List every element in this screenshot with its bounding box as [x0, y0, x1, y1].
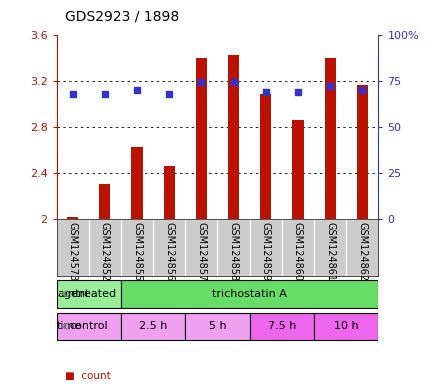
Bar [121, 219, 153, 276]
Bar [217, 219, 249, 276]
Bar [324, 58, 335, 219]
Bar [67, 217, 78, 219]
Text: GSM124858: GSM124858 [228, 222, 238, 281]
Bar [313, 219, 345, 276]
Text: GDS2923 / 1898: GDS2923 / 1898 [65, 9, 179, 23]
Text: 2.5 h: 2.5 h [138, 321, 167, 331]
Text: agent: agent [57, 289, 89, 299]
Text: GSM124573: GSM124573 [68, 222, 77, 281]
Bar [281, 219, 313, 276]
Bar [163, 166, 174, 219]
Text: control: control [69, 321, 108, 331]
Bar [56, 219, 89, 276]
Text: untreated: untreated [61, 289, 116, 299]
Text: GSM124857: GSM124857 [196, 222, 206, 281]
Bar [185, 313, 249, 340]
Text: 5 h: 5 h [208, 321, 226, 331]
Bar [131, 147, 142, 219]
Bar [153, 219, 185, 276]
Bar [195, 58, 207, 219]
Text: GSM124856: GSM124856 [164, 222, 174, 281]
Text: GSM124862: GSM124862 [357, 222, 366, 281]
Bar [249, 219, 281, 276]
Bar [56, 313, 121, 340]
Bar [313, 313, 378, 340]
Bar [249, 313, 313, 340]
Bar [260, 94, 271, 219]
Bar [121, 313, 185, 340]
Text: 7.5 h: 7.5 h [267, 321, 296, 331]
Text: 10 h: 10 h [333, 321, 358, 331]
Bar [185, 219, 217, 276]
Bar [227, 55, 239, 219]
Text: GSM124861: GSM124861 [325, 222, 334, 281]
Bar [345, 219, 378, 276]
Text: GSM124855: GSM124855 [132, 222, 141, 281]
Bar [89, 219, 121, 276]
Bar [121, 280, 378, 308]
Bar [356, 85, 367, 219]
Text: GSM124859: GSM124859 [260, 222, 270, 281]
Text: ■  count: ■ count [65, 371, 111, 381]
Text: GSM124860: GSM124860 [293, 222, 302, 281]
Text: GSM124852: GSM124852 [100, 222, 109, 281]
Text: time: time [57, 321, 82, 331]
Bar [56, 280, 121, 308]
Text: trichostatin A: trichostatin A [212, 289, 286, 299]
Bar [292, 120, 303, 219]
Bar [99, 184, 110, 219]
